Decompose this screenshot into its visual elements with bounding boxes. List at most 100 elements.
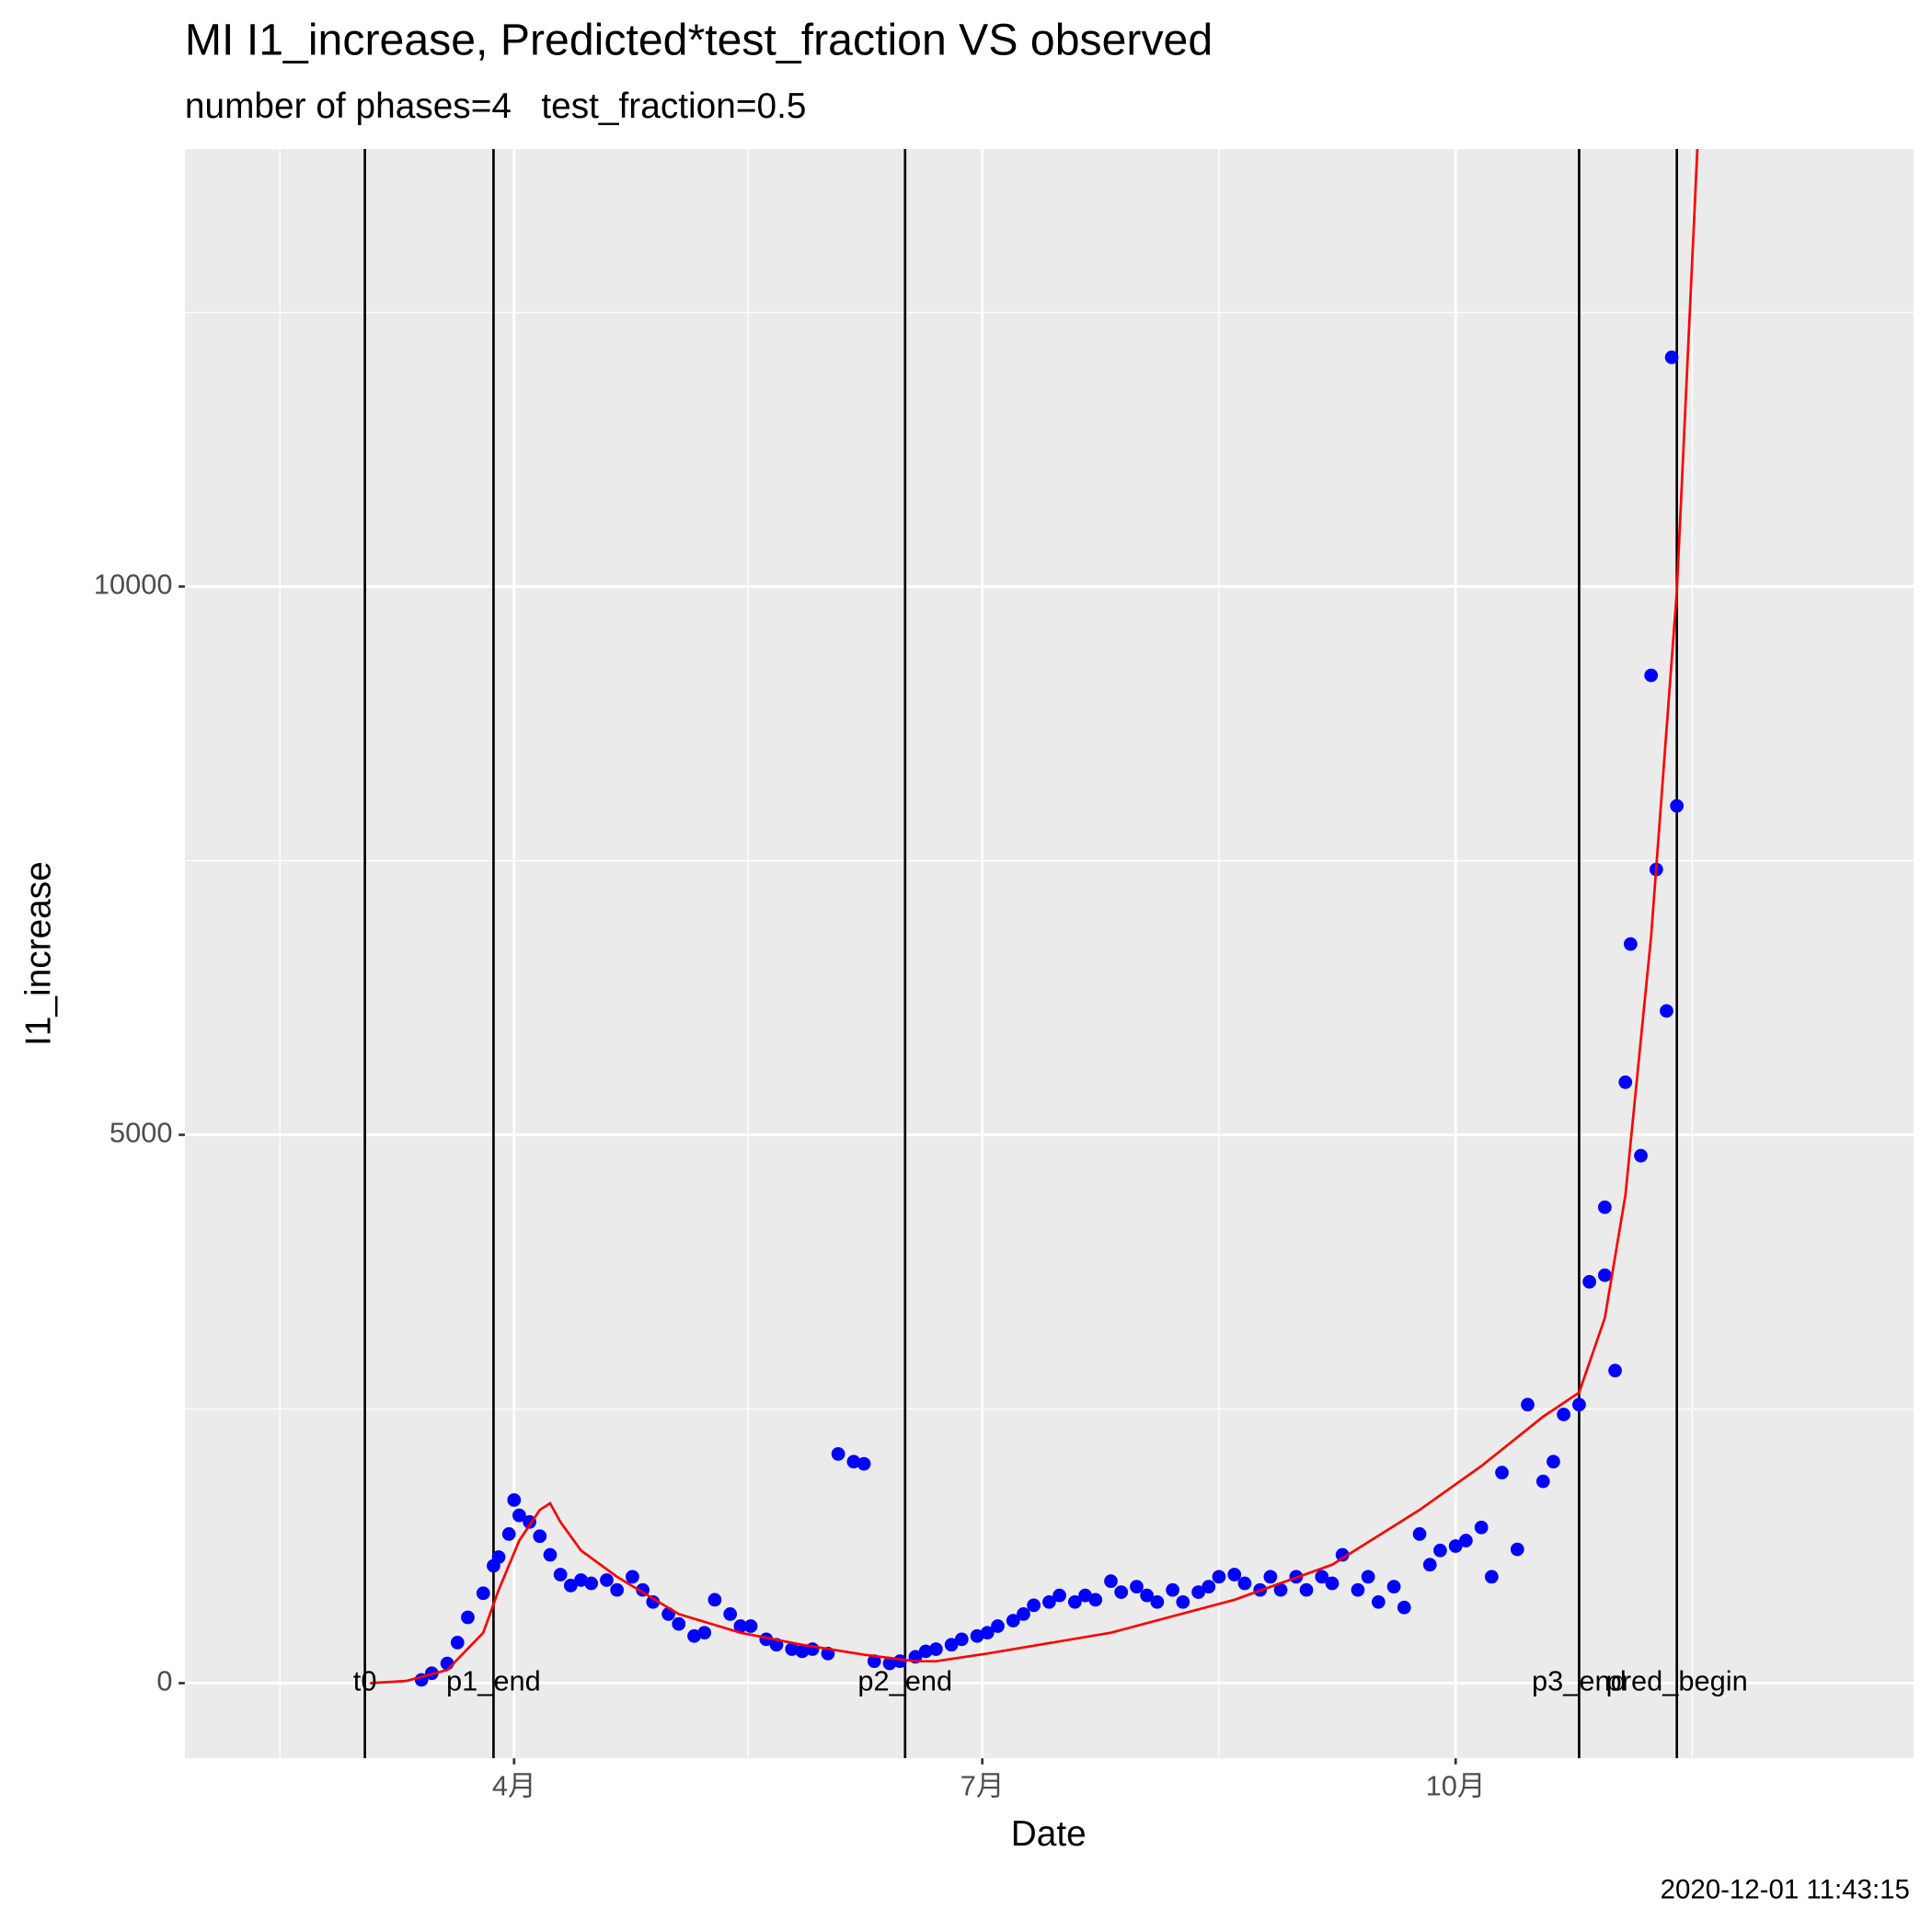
observed-point: [1623, 937, 1638, 951]
observed-point: [1618, 1075, 1633, 1089]
observed-point: [1510, 1542, 1524, 1557]
observed-point: [1212, 1570, 1226, 1584]
y-tick-label: 10000: [94, 569, 173, 601]
observed-point: [672, 1616, 686, 1631]
observed-point: [1557, 1408, 1570, 1421]
observed-point: [600, 1573, 614, 1587]
phase-label: t0: [353, 1665, 377, 1697]
observed-point: [1644, 668, 1659, 683]
observed-point: [450, 1636, 465, 1650]
observed-point: [970, 1628, 984, 1643]
observed-point: [491, 1550, 506, 1564]
observed-point: [512, 1508, 526, 1523]
observed-point: [563, 1579, 578, 1593]
observed-point: [1535, 1474, 1550, 1489]
panel: [184, 149, 1914, 1759]
observed-point: [1114, 1585, 1129, 1599]
observed-point: [1273, 1582, 1288, 1597]
observed-point: [646, 1594, 661, 1609]
observed-point: [929, 1642, 943, 1656]
observed-point: [1547, 1455, 1560, 1469]
observed-point: [1325, 1576, 1340, 1591]
x-axis-title: Date: [1011, 1814, 1087, 1854]
phase-label: p3_end: [1532, 1665, 1627, 1697]
observed-point: [1371, 1594, 1386, 1609]
observed-point: [831, 1447, 845, 1461]
prediction-line: [370, 149, 1699, 1685]
observed-point: [1670, 799, 1685, 813]
observed-point: [795, 1644, 810, 1659]
observed-point: [1088, 1593, 1103, 1607]
observed-point: [533, 1529, 547, 1544]
observed-point: [461, 1610, 475, 1625]
observed-point: [1237, 1576, 1252, 1591]
observed-point: [476, 1586, 490, 1601]
x-tick-label: 4月: [492, 1769, 536, 1801]
observed-point: [1227, 1568, 1242, 1581]
observed-point: [687, 1628, 701, 1643]
observed-point: [1582, 1274, 1596, 1289]
observed-point: [1448, 1539, 1463, 1553]
observed-point: [1608, 1363, 1622, 1378]
observed-point: [1412, 1527, 1427, 1541]
phase-label: pred_begin: [1606, 1665, 1748, 1697]
observed-point: [1660, 1004, 1673, 1018]
observed-point: [584, 1576, 599, 1591]
observed-point: [1150, 1594, 1165, 1609]
observed-point: [697, 1626, 712, 1640]
observed-point: [1166, 1582, 1179, 1597]
observed-point: [1191, 1585, 1205, 1599]
observed-point: [1521, 1397, 1535, 1412]
observed-point: [501, 1527, 516, 1541]
observed-point: [1017, 1607, 1030, 1621]
chart-subtitle: number of phases=4 test_fraction=0.5: [185, 86, 807, 126]
x-tick-label: 10月: [1426, 1769, 1486, 1801]
observed-point: [1495, 1466, 1509, 1480]
observed-point: [857, 1456, 871, 1471]
observed-point: [1572, 1397, 1586, 1412]
observed-point: [1422, 1558, 1437, 1572]
observed-point: [610, 1582, 625, 1597]
observed-point: [1351, 1582, 1365, 1597]
observed-point: [543, 1547, 558, 1562]
observed-point: [743, 1619, 758, 1633]
observed-point: [1634, 1148, 1648, 1163]
observed-point: [1386, 1580, 1401, 1593]
axes: 0 5000 10000 4月 7月 10月 t0 p1_end p2_end p3_endpre…: [94, 569, 1748, 1802]
observed-point: [1598, 1200, 1612, 1214]
observed-point: [733, 1619, 748, 1633]
observed-point: [1315, 1570, 1329, 1584]
observed-point: [1474, 1520, 1489, 1535]
observed-point: [574, 1573, 588, 1587]
observed-point: [785, 1642, 799, 1656]
observed-point: [1263, 1570, 1278, 1584]
phase-label: p1_end: [446, 1665, 541, 1697]
observed-point: [867, 1654, 881, 1669]
observed-point: [1052, 1588, 1066, 1603]
observed-point: [1006, 1614, 1020, 1627]
observed-point: [1027, 1598, 1041, 1613]
observed-point: [1598, 1268, 1612, 1282]
observed-point: [944, 1638, 959, 1652]
observed-point: [1299, 1582, 1314, 1597]
timestamp: 2020-12-01 11:43:15: [1661, 1875, 1910, 1905]
observed-point: [1361, 1570, 1375, 1584]
observed-point: [918, 1644, 933, 1659]
observed-point: [507, 1493, 522, 1507]
observed-point: [882, 1656, 897, 1671]
y-axis-title: I1_increase: [18, 861, 58, 1046]
observed-point: [626, 1570, 639, 1584]
observed-point: [1202, 1580, 1216, 1593]
phase-label: p2_end: [857, 1665, 952, 1697]
y-tick-label: 0: [156, 1665, 172, 1697]
observed-point: [707, 1593, 722, 1607]
observed-point: [1664, 351, 1679, 364]
observed-point: [1104, 1574, 1118, 1589]
x-tick-label: 7月: [960, 1769, 1005, 1801]
grid: [184, 149, 1914, 1759]
chart-title: MI I1_increase, Predicted*test_fraction …: [185, 16, 1213, 65]
observed-point: [1140, 1588, 1155, 1603]
observed-point: [1484, 1570, 1499, 1584]
